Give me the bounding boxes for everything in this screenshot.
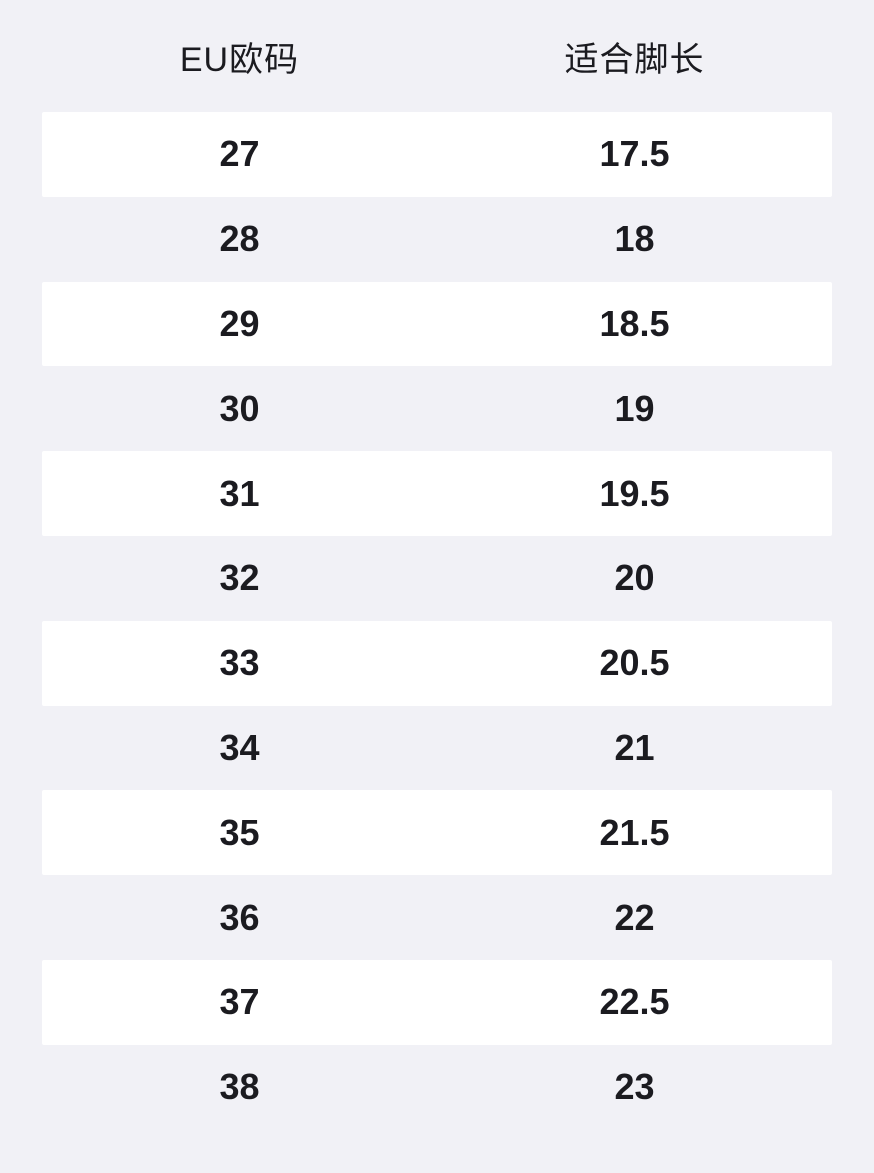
column-header-foot-length: 适合脚长 xyxy=(564,40,705,79)
table-row: 27 17.5 xyxy=(42,112,832,197)
cell-eu-size: 32 xyxy=(219,557,260,599)
table-row: 30 19 xyxy=(42,366,832,451)
cell-eu-size: 37 xyxy=(219,981,260,1023)
cell-foot-length: 19 xyxy=(614,387,655,429)
table-row: 33 20.5 xyxy=(42,620,832,706)
table-row: 28 18 xyxy=(42,197,832,282)
cell-eu-size: 31 xyxy=(219,472,260,514)
table-row: 34 21 xyxy=(42,706,832,791)
cell-eu-size: 33 xyxy=(219,642,260,684)
cell-eu-size: 28 xyxy=(219,218,260,260)
table-header-row: EU欧码 适合脚长 xyxy=(42,0,832,112)
table-row: 37 22.5 xyxy=(42,959,832,1045)
cell-foot-length: 21 xyxy=(614,726,655,768)
table-row: 38 23 xyxy=(42,1045,832,1130)
cell-foot-length: 21.5 xyxy=(599,811,670,853)
cell-foot-length: 23 xyxy=(614,1066,655,1108)
cell-foot-length: 18 xyxy=(614,218,655,260)
column-header-eu-size: EU欧码 xyxy=(179,40,300,79)
cell-eu-size: 30 xyxy=(219,387,260,429)
cell-foot-length: 22.5 xyxy=(599,981,670,1023)
table-body: 27 17.5 28 18 29 18.5 30 19 31 19.5 32 20 33 20.5 34 21… xyxy=(0,112,874,1173)
cell-eu-size: 38 xyxy=(219,1066,260,1108)
cell-eu-size: 34 xyxy=(219,726,260,768)
cell-eu-size: 29 xyxy=(219,302,260,344)
table-row: 31 19.5 xyxy=(42,451,832,536)
cell-foot-length: 20.5 xyxy=(599,642,670,684)
cell-foot-length: 18.5 xyxy=(599,302,670,344)
cell-foot-length: 17.5 xyxy=(599,133,670,175)
cell-foot-length: 20 xyxy=(614,557,655,599)
table-row: 35 21.5 xyxy=(42,790,832,876)
table-row: 32 20 xyxy=(42,536,832,621)
table-row: 36 22 xyxy=(42,875,832,960)
cell-eu-size: 35 xyxy=(219,811,260,853)
table-row: 29 18.5 xyxy=(42,281,832,367)
cell-foot-length: 22 xyxy=(614,896,655,938)
cell-eu-size: 27 xyxy=(219,133,260,175)
cell-foot-length: 19.5 xyxy=(599,472,670,514)
cell-eu-size: 36 xyxy=(219,896,260,938)
